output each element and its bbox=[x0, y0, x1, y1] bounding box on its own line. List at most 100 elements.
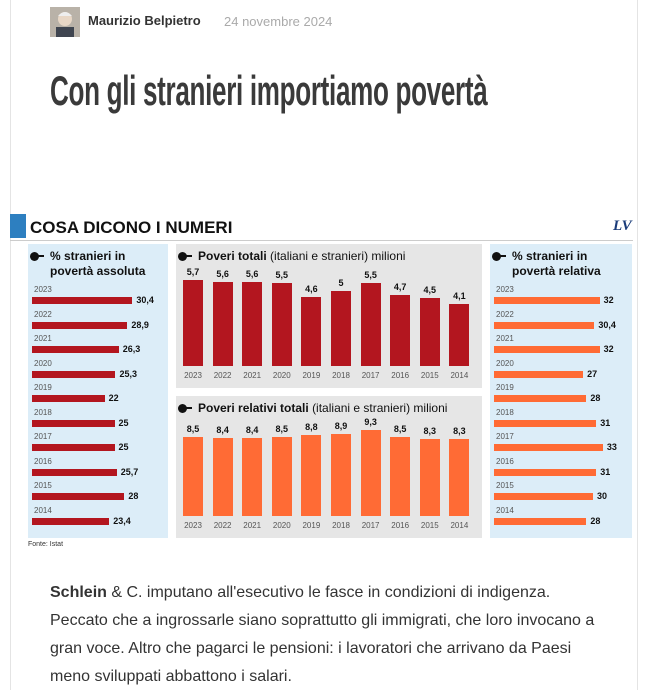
value-label: 28,9 bbox=[131, 319, 149, 330]
year-label: 2020 bbox=[496, 358, 514, 368]
year-label: 2018 bbox=[332, 521, 350, 530]
bar bbox=[32, 297, 133, 304]
value-label: 28 bbox=[128, 491, 139, 501]
pin-line bbox=[186, 255, 192, 257]
year-label: 2020 bbox=[272, 521, 291, 530]
bar bbox=[301, 296, 322, 366]
chart-title-text: % stranieri in povertà relativa bbox=[512, 249, 601, 278]
bar bbox=[301, 434, 322, 516]
section-marker bbox=[10, 214, 26, 238]
pin-icon bbox=[178, 404, 187, 413]
avatar[interactable] bbox=[50, 7, 80, 37]
bar bbox=[360, 430, 381, 516]
value-label: 8,4 bbox=[245, 425, 259, 436]
value-label: 23,4 bbox=[113, 515, 131, 526]
year-label: 2017 bbox=[361, 521, 380, 530]
value-label: 4,6 bbox=[305, 283, 318, 294]
value-label: 4,5 bbox=[423, 285, 437, 296]
author[interactable]: Maurizio Belpietro bbox=[88, 13, 201, 28]
chart-panel: Poveri totali (italiani e stranieri) mil… bbox=[176, 244, 482, 388]
value-label: 8,4 bbox=[216, 425, 229, 436]
year-label: 2014 bbox=[34, 505, 52, 515]
bar bbox=[32, 321, 128, 329]
year-label: 2022 bbox=[213, 521, 232, 530]
chart-panel: % stranieri in povertà assoluta 2023 30,4 2… bbox=[28, 244, 168, 538]
value-label: 9,3 bbox=[364, 417, 377, 427]
value-label: 32 bbox=[603, 295, 614, 305]
value-label: 8,3 bbox=[423, 426, 437, 437]
chart-title: % stranieri in povertà assoluta bbox=[50, 249, 164, 279]
year-label: 2020 bbox=[272, 371, 291, 380]
bar bbox=[271, 283, 292, 366]
year-label: 2021 bbox=[34, 334, 52, 343]
bar bbox=[271, 437, 292, 516]
year-label: 2022 bbox=[496, 309, 514, 319]
bar bbox=[331, 433, 351, 516]
bar bbox=[494, 395, 587, 402]
pin-line bbox=[38, 255, 44, 257]
bar bbox=[212, 281, 233, 366]
year-label: 2015 bbox=[496, 481, 514, 490]
value-label: 8,3 bbox=[453, 426, 466, 437]
year-label: 2017 bbox=[34, 432, 52, 441]
year-label: 2014 bbox=[496, 505, 514, 515]
bar bbox=[449, 439, 470, 516]
year-label: 2023 bbox=[34, 285, 52, 294]
value-label: 25,3 bbox=[119, 368, 138, 379]
value-label: 8,8 bbox=[305, 421, 318, 432]
value-label: 28 bbox=[590, 515, 601, 526]
value-label: 8,5 bbox=[186, 424, 200, 435]
value-label: 27 bbox=[587, 368, 598, 379]
year-label: 2015 bbox=[420, 371, 439, 380]
year-label: 2015 bbox=[34, 481, 52, 490]
value-label: 5,6 bbox=[216, 268, 229, 279]
value-label: 5 bbox=[338, 277, 344, 288]
bar bbox=[242, 281, 263, 366]
pin-line bbox=[500, 255, 506, 257]
value-label: 30,4 bbox=[598, 319, 616, 330]
infographic-title: COSA DICONO I NUMERI bbox=[30, 218, 233, 237]
article-card bbox=[10, 0, 638, 690]
value-label: 5,6 bbox=[245, 268, 259, 279]
bar bbox=[32, 517, 110, 525]
value-label: 28 bbox=[590, 393, 601, 403]
chart-panel: Poveri relativi totali (italiani e stran… bbox=[176, 396, 482, 538]
value-label: 25,7 bbox=[120, 466, 139, 477]
bar bbox=[494, 419, 597, 427]
chart-title: Poveri relativi totali (italiani e stran… bbox=[198, 401, 478, 416]
year-label: 2015 bbox=[420, 521, 439, 530]
year-label: 2023 bbox=[184, 521, 202, 530]
year-label: 2018 bbox=[34, 407, 52, 417]
bar bbox=[32, 395, 105, 402]
bar bbox=[494, 370, 584, 378]
bar bbox=[242, 438, 263, 516]
value-label: 5,5 bbox=[275, 270, 289, 281]
source: Fonte: Istat bbox=[28, 541, 64, 548]
year-label: 2014 bbox=[450, 371, 469, 380]
bar bbox=[32, 468, 117, 476]
year-label: 2016 bbox=[391, 371, 410, 380]
headline: Con gli stranieri importiamo povertà bbox=[50, 67, 488, 114]
year-label: 2019 bbox=[302, 521, 321, 530]
chart-subtitle: (italiani e stranieri) milioni bbox=[312, 401, 448, 415]
year-label: 2018 bbox=[496, 407, 514, 417]
bar bbox=[449, 304, 470, 366]
bar bbox=[494, 297, 600, 304]
value-label: 5,7 bbox=[186, 267, 200, 277]
value-label: 22 bbox=[108, 393, 119, 403]
year-label: 2014 bbox=[450, 521, 469, 530]
pin-line bbox=[186, 407, 192, 409]
bar bbox=[390, 437, 411, 516]
year-label: 2018 bbox=[332, 371, 350, 380]
bar bbox=[390, 295, 411, 366]
logo: LV bbox=[613, 218, 632, 234]
bar bbox=[419, 298, 440, 366]
pin-icon bbox=[492, 252, 501, 261]
value-label: 8,5 bbox=[275, 424, 289, 435]
chart-title: Poveri totali (italiani e stranieri) mil… bbox=[198, 249, 478, 264]
bar bbox=[183, 280, 203, 366]
year-label: 2021 bbox=[496, 334, 514, 343]
bar bbox=[494, 493, 593, 500]
body-text: & C. imputano all'esecutivo le fasce in … bbox=[50, 584, 595, 685]
